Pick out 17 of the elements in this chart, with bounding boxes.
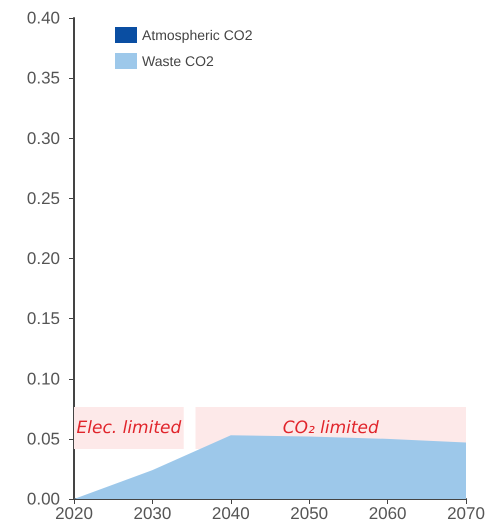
y-tick-label: 0.35 — [26, 68, 60, 88]
band-label: Elec. limited — [76, 418, 182, 438]
band-label: CO₂ limited — [282, 418, 380, 438]
x-tick-label: 2050 — [290, 504, 328, 523]
legend-label: Atmospheric CO2 — [142, 27, 253, 43]
y-tick-label: 0.10 — [26, 369, 60, 388]
legend-label: Waste CO2 — [142, 53, 214, 69]
y-tick-label: 0.30 — [26, 128, 60, 148]
x-tick-label: 2030 — [133, 504, 172, 523]
y-tick-label: 0.15 — [26, 309, 60, 328]
y-tick-label: 0.40 — [26, 8, 60, 28]
x-tick-label: 2060 — [368, 504, 407, 523]
x-tick-label: 2040 — [212, 504, 250, 523]
y-tick-label: 0.05 — [26, 429, 60, 448]
y-tick-label: 0.25 — [26, 188, 60, 208]
y-tick-label: 0.20 — [26, 249, 60, 268]
x-tick-label: 2070 — [447, 504, 485, 523]
